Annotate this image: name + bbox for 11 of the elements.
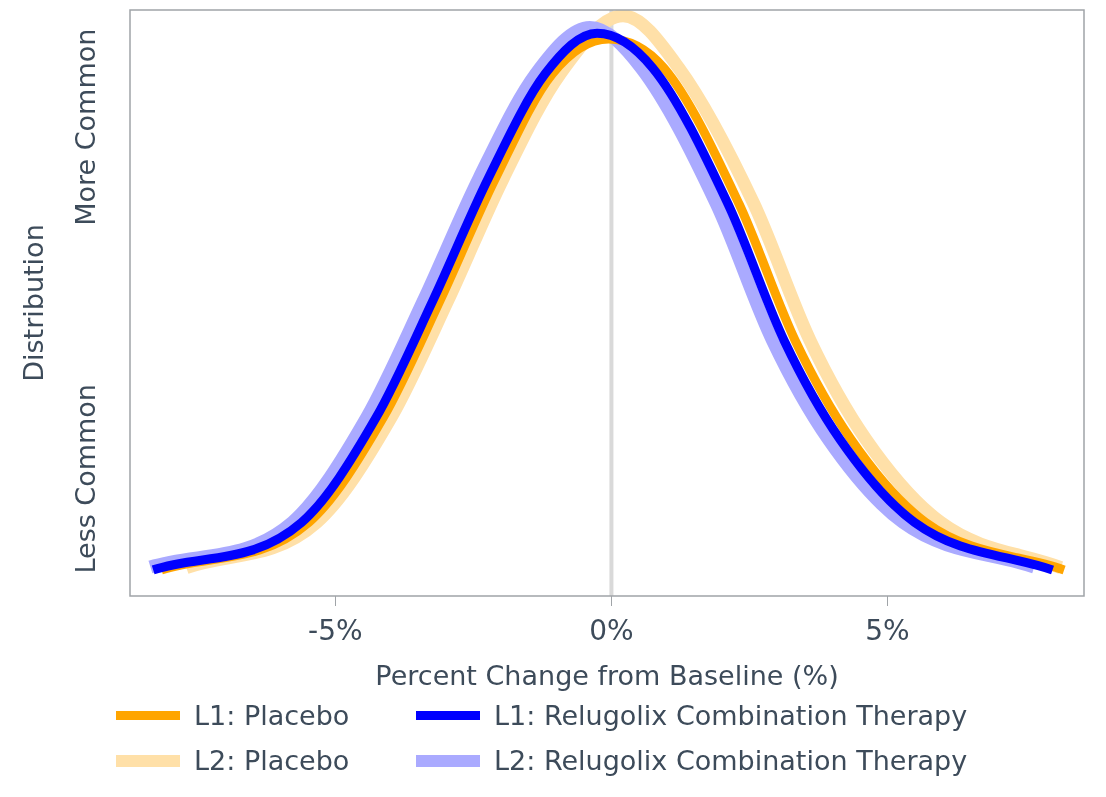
text: Less Common [70, 384, 102, 574]
legend-label: L2: Relugolix Combination Therapy [494, 745, 968, 776]
x-tick-label: 5% [865, 614, 910, 648]
x-axis-title: Percent Change from Baseline (%) [375, 659, 839, 691]
x-tick-label: -5% [308, 614, 363, 648]
legend-label: L1: Placebo [194, 700, 350, 731]
legend-label: L2: Placebo [194, 745, 350, 776]
x-tick-label: 0% [589, 614, 634, 648]
text: More Common [70, 28, 102, 226]
y-axis-title: Distribution [18, 224, 50, 382]
legend-label: L1: Relugolix Combination Therapy [494, 700, 968, 731]
